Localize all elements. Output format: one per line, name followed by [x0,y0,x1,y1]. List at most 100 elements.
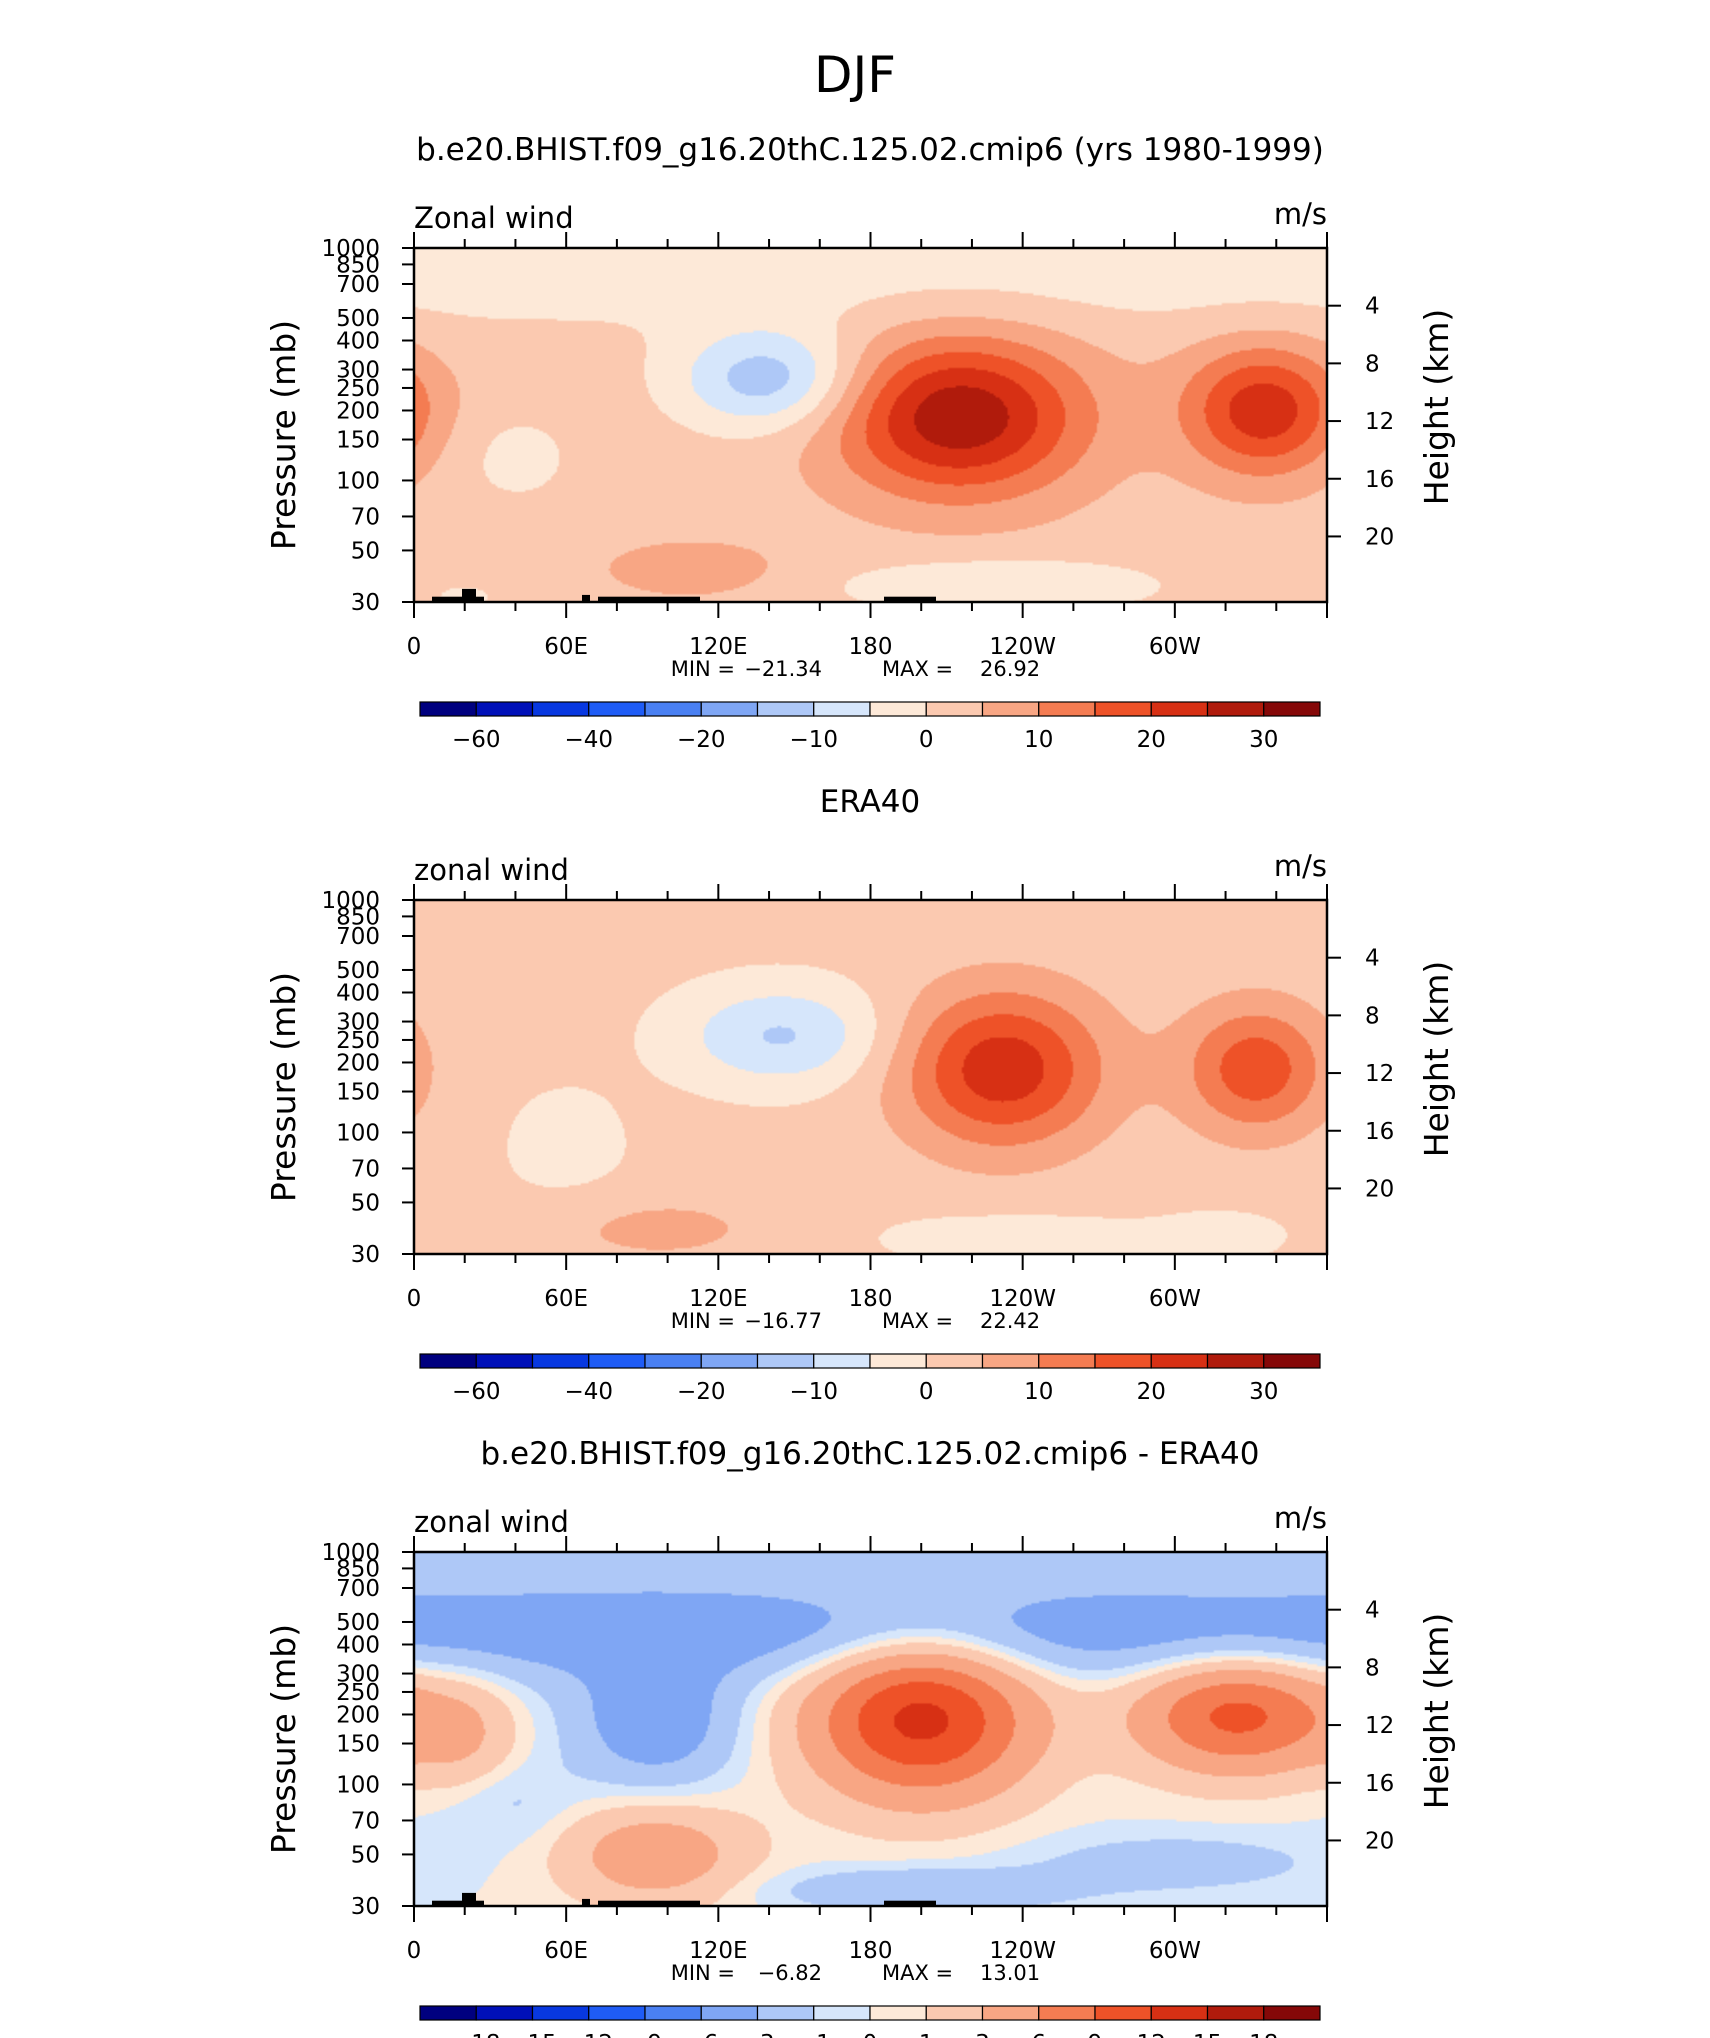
height-tick-label: 16 [1365,467,1394,493]
colorbar-swatch [475,1353,534,1369]
y-tick-label: 70 [351,504,380,530]
colorbar-tick-label: −60 [452,727,501,753]
colorbar-swatch [531,701,590,717]
colorbar-swatch [531,2005,590,2021]
y-tick-label: 50 [351,1190,380,1216]
colorbar-tick-label: 0 [919,727,934,753]
height-tick-label: 4 [1365,294,1380,320]
colorbar-swatch [869,2005,927,2021]
colorbar: −60 −40 −20 −10 0 10 20 30 [419,701,1321,753]
colorbar-swatch [756,701,815,717]
x-tick-label: 60E [544,1286,588,1312]
x-tick-label: 120W [989,634,1056,660]
orography [582,1898,590,1906]
max-label: MAX = [882,1309,953,1333]
y-tick-label: 500 [336,1610,380,1636]
min-value: −16.77 [744,1309,822,1333]
contour-fill [414,1552,1327,1906]
colorbar-tick-label: 20 [1137,1379,1166,1405]
height-tick-label: 8 [1365,1655,1380,1681]
colorbar-swatch [1094,1353,1152,1369]
height-tick-label: 4 [1365,946,1380,972]
colorbar-swatch [925,2005,984,2021]
max-value: 26.92 [980,657,1040,681]
y-tick-label: 200 [336,1050,380,1076]
colorbar-swatch [419,1353,477,1369]
orography [432,596,472,602]
height-tick-label: 12 [1365,1713,1394,1739]
field-label: zonal wind [414,1505,569,1539]
colorbar-swatch [813,1353,871,1369]
height-tick-label: 16 [1365,1771,1394,1797]
colorbar-swatch [419,701,477,717]
height-tick-label: 20 [1365,524,1394,550]
y-tick-label: 700 [336,924,380,950]
colorbar-swatch [644,701,702,717]
y-tick-label: 400 [336,1633,380,1659]
colorbar-swatch [756,2005,815,2021]
y-tick-label: 70 [351,1156,380,1182]
colorbar-swatch [1263,1353,1321,1369]
colorbar-tick-label: 6 [1031,2031,1046,2038]
orography [462,1892,476,1906]
orography [884,1900,936,1906]
colorbar-swatch [1038,701,1096,717]
colorbar-tick-label: −20 [677,727,726,753]
colorbar-tick-label: 15 [1193,2031,1222,2038]
orography [598,1900,700,1906]
colorbar-tick-label: −1 [797,2031,831,2038]
y-tick-label: 1000 [321,1540,380,1566]
height-tick-label: 12 [1365,409,1394,435]
x-tick-label: 60W [1149,634,1201,660]
colorbar-tick-label: 30 [1249,1379,1278,1405]
colorbar-tick-label: −6 [684,2031,718,2038]
x-tick-label: 0 [407,1286,422,1312]
max-label: MAX = [882,1961,953,1985]
y-axis-label: Pressure (mb) [264,972,303,1202]
x-tick-label: 60E [544,634,588,660]
min-label: MIN = [671,1309,735,1333]
y-tick-label: 300 [336,358,380,384]
colorbar-tick-label: 18 [1249,2031,1278,2038]
colorbar-swatch [981,1353,1040,1369]
colorbar-tick-label: −10 [789,1379,838,1405]
colorbar-swatch [925,701,984,717]
colorbar-swatch [981,701,1040,717]
orography [582,594,590,602]
colorbar-tick-label: 1 [919,2031,934,2038]
y-tick-label: 150 [336,1732,380,1758]
colorbar-swatch [1150,1353,1209,1369]
height-tick-label: 16 [1365,1119,1394,1145]
colorbar: −18 −15 −12 −9 −6 −3 −1 0 1 3 6 9 12 15 18 [419,2005,1321,2038]
panel-3: b.e20.BHIST.f09_g16.20thC.125.02.cmip6 -… [264,1436,1456,2038]
colorbar-swatch [588,1353,646,1369]
x-tick-label: 120E [689,1938,747,1964]
contour-fill [414,248,1327,602]
colorbar-swatch [700,1353,759,1369]
x-tick-label: 0 [407,634,422,660]
colorbar-swatch [1206,1353,1265,1369]
x-tick-label: 120W [989,1938,1056,1964]
colorbar-swatch [644,1353,702,1369]
x-tick-label: 180 [849,1286,893,1312]
y-tick-label: 1000 [321,236,380,262]
colorbar: −60 −40 −20 −10 0 10 20 30 [419,1353,1321,1405]
height-tick-label: 8 [1365,1003,1380,1029]
min-value: −21.34 [744,657,822,681]
colorbar-tick-label: −40 [564,1379,613,1405]
panel-title: b.e20.BHIST.f09_g16.20thC.125.02.cmip6 (… [416,132,1324,168]
colorbar-swatch [588,2005,646,2021]
y-tick-label: 30 [351,1242,380,1268]
x-tick-label: 180 [849,1938,893,1964]
colorbar-tick-label: 9 [1088,2031,1103,2038]
colorbar-tick-label: −3 [741,2031,775,2038]
colorbar-tick-label: −18 [452,2031,501,2038]
y-tick-label: 100 [336,468,380,494]
colorbar-swatch [1038,2005,1096,2021]
colorbar-tick-label: 0 [919,1379,934,1405]
contour-fill [414,900,1327,1254]
y-tick-label: 500 [336,958,380,984]
colorbar-swatch [1206,2005,1265,2021]
colorbar-swatch [1150,701,1209,717]
